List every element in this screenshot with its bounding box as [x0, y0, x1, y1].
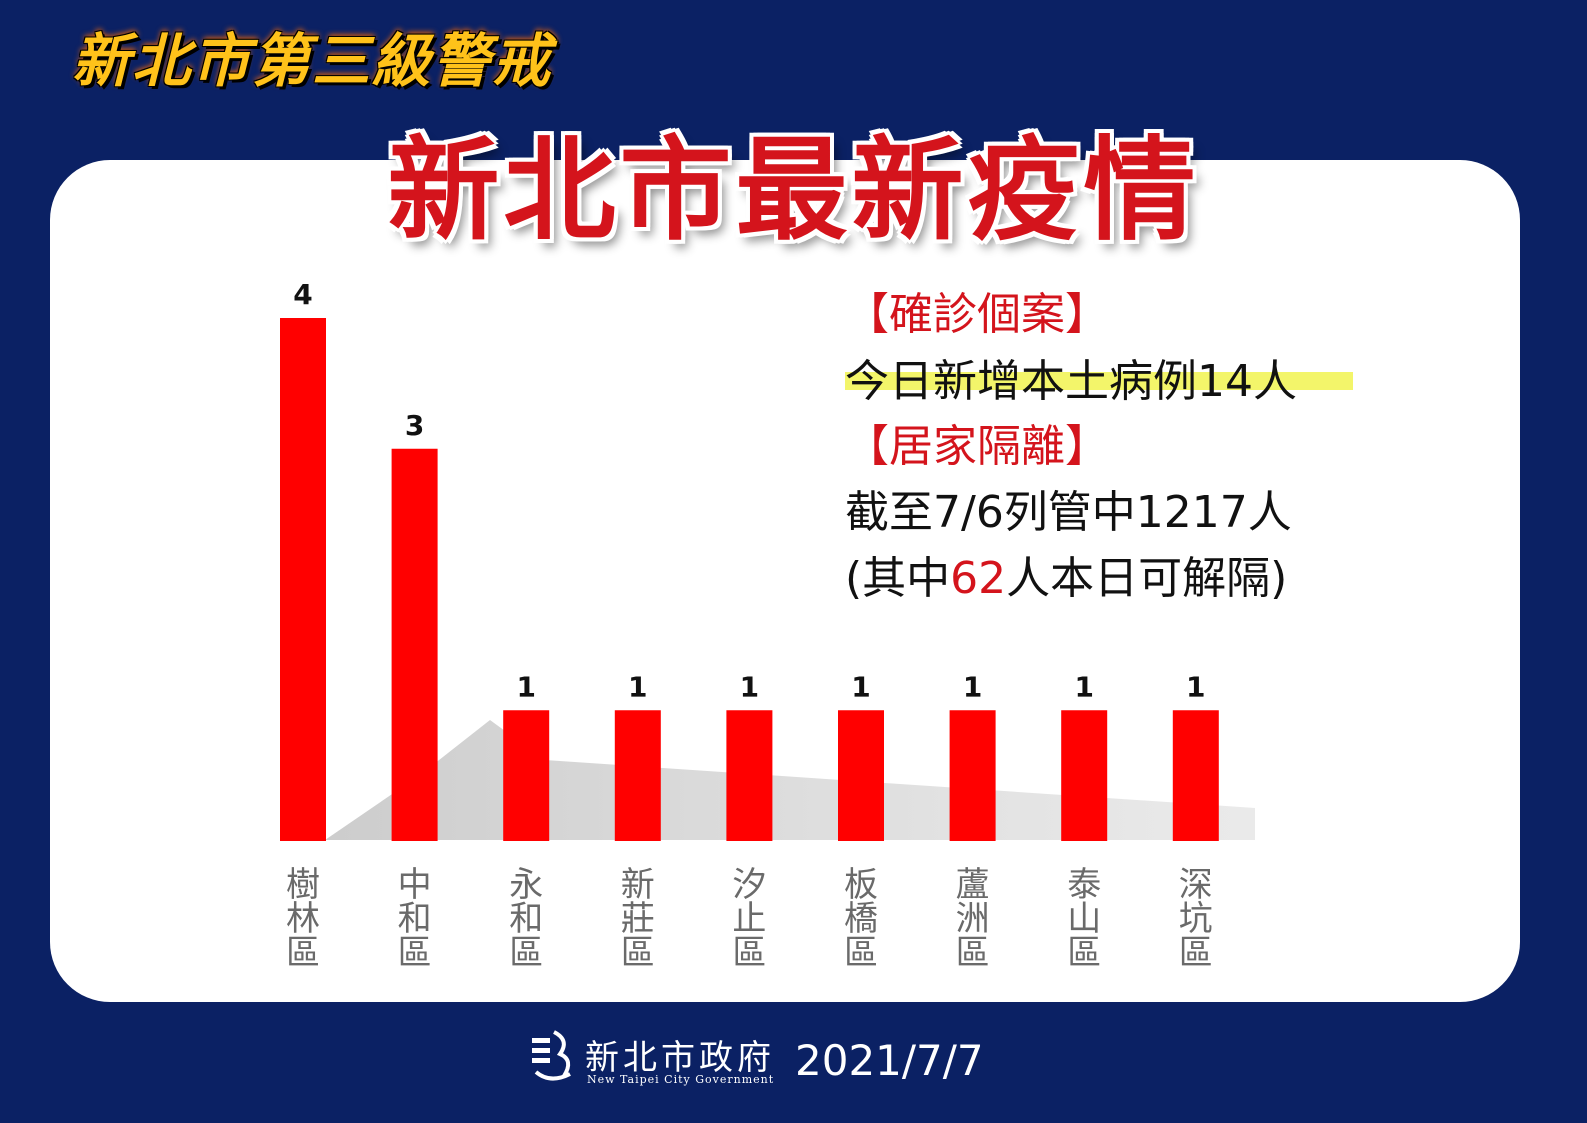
- category-label: 泰山區: [1067, 865, 1101, 973]
- bar-value-label: 4: [293, 278, 312, 311]
- category-label: 新莊區: [621, 865, 655, 973]
- category-label: 深坑區: [1179, 865, 1213, 973]
- bar-中和區: [391, 448, 438, 841]
- category-label: 板橋區: [844, 865, 878, 973]
- confirmed-heading: 【確診個案】: [845, 289, 1109, 340]
- release-suffix: 人本日可解隔): [1006, 553, 1288, 604]
- bar-value-label: 1: [1186, 670, 1205, 703]
- bar-value-label: 1: [516, 670, 535, 703]
- bar-蘆洲區: [949, 710, 996, 841]
- bar-value-label: 1: [963, 670, 982, 703]
- text-highlight: [845, 372, 1353, 390]
- footer-org-name: 新北市政府: [585, 1038, 775, 1078]
- confirmed-text: 今日新增本土病例14人: [845, 356, 1297, 407]
- category-label: 樹林區: [286, 865, 320, 973]
- bar-深坑區: [1172, 710, 1219, 841]
- bar-汐止區: [726, 710, 773, 841]
- footer-date: 2021/7/7: [795, 1036, 984, 1085]
- category-label: 中和區: [398, 865, 432, 973]
- bar-泰山區: [1061, 710, 1108, 841]
- bar-value-label: 1: [628, 670, 647, 703]
- bar-value-label: 1: [1074, 670, 1093, 703]
- bar-板橋區: [838, 710, 884, 841]
- release-number: 62: [950, 553, 1007, 604]
- bar-永和區: [503, 710, 550, 841]
- alert-level-tagline: 新北市第三級警戒: [72, 27, 553, 95]
- bar-value-label: 1: [740, 670, 759, 703]
- bar-value-label: 3: [405, 409, 424, 442]
- bar-樹林區: [280, 318, 326, 841]
- footer-org-name-en: New Taipei City Government: [587, 1073, 775, 1086]
- quarantine-text: 截至7/6列管中1217人: [845, 487, 1292, 538]
- category-label: 蘆洲區: [956, 865, 990, 973]
- page-title: 新北市最新疫情: [387, 126, 1200, 256]
- release-prefix: (其中: [845, 553, 951, 604]
- release-text: (其中62人本日可解隔): [845, 542, 1287, 606]
- ntpc-logo-icon: [532, 1030, 571, 1081]
- category-label: 永和區: [509, 865, 543, 973]
- bar-shadow: [325, 720, 1255, 840]
- bar-新莊區: [614, 710, 661, 841]
- bar-value-label: 1: [851, 670, 870, 703]
- category-label: 汐止區: [732, 865, 766, 973]
- quarantine-heading: 【居家隔離】: [845, 421, 1109, 472]
